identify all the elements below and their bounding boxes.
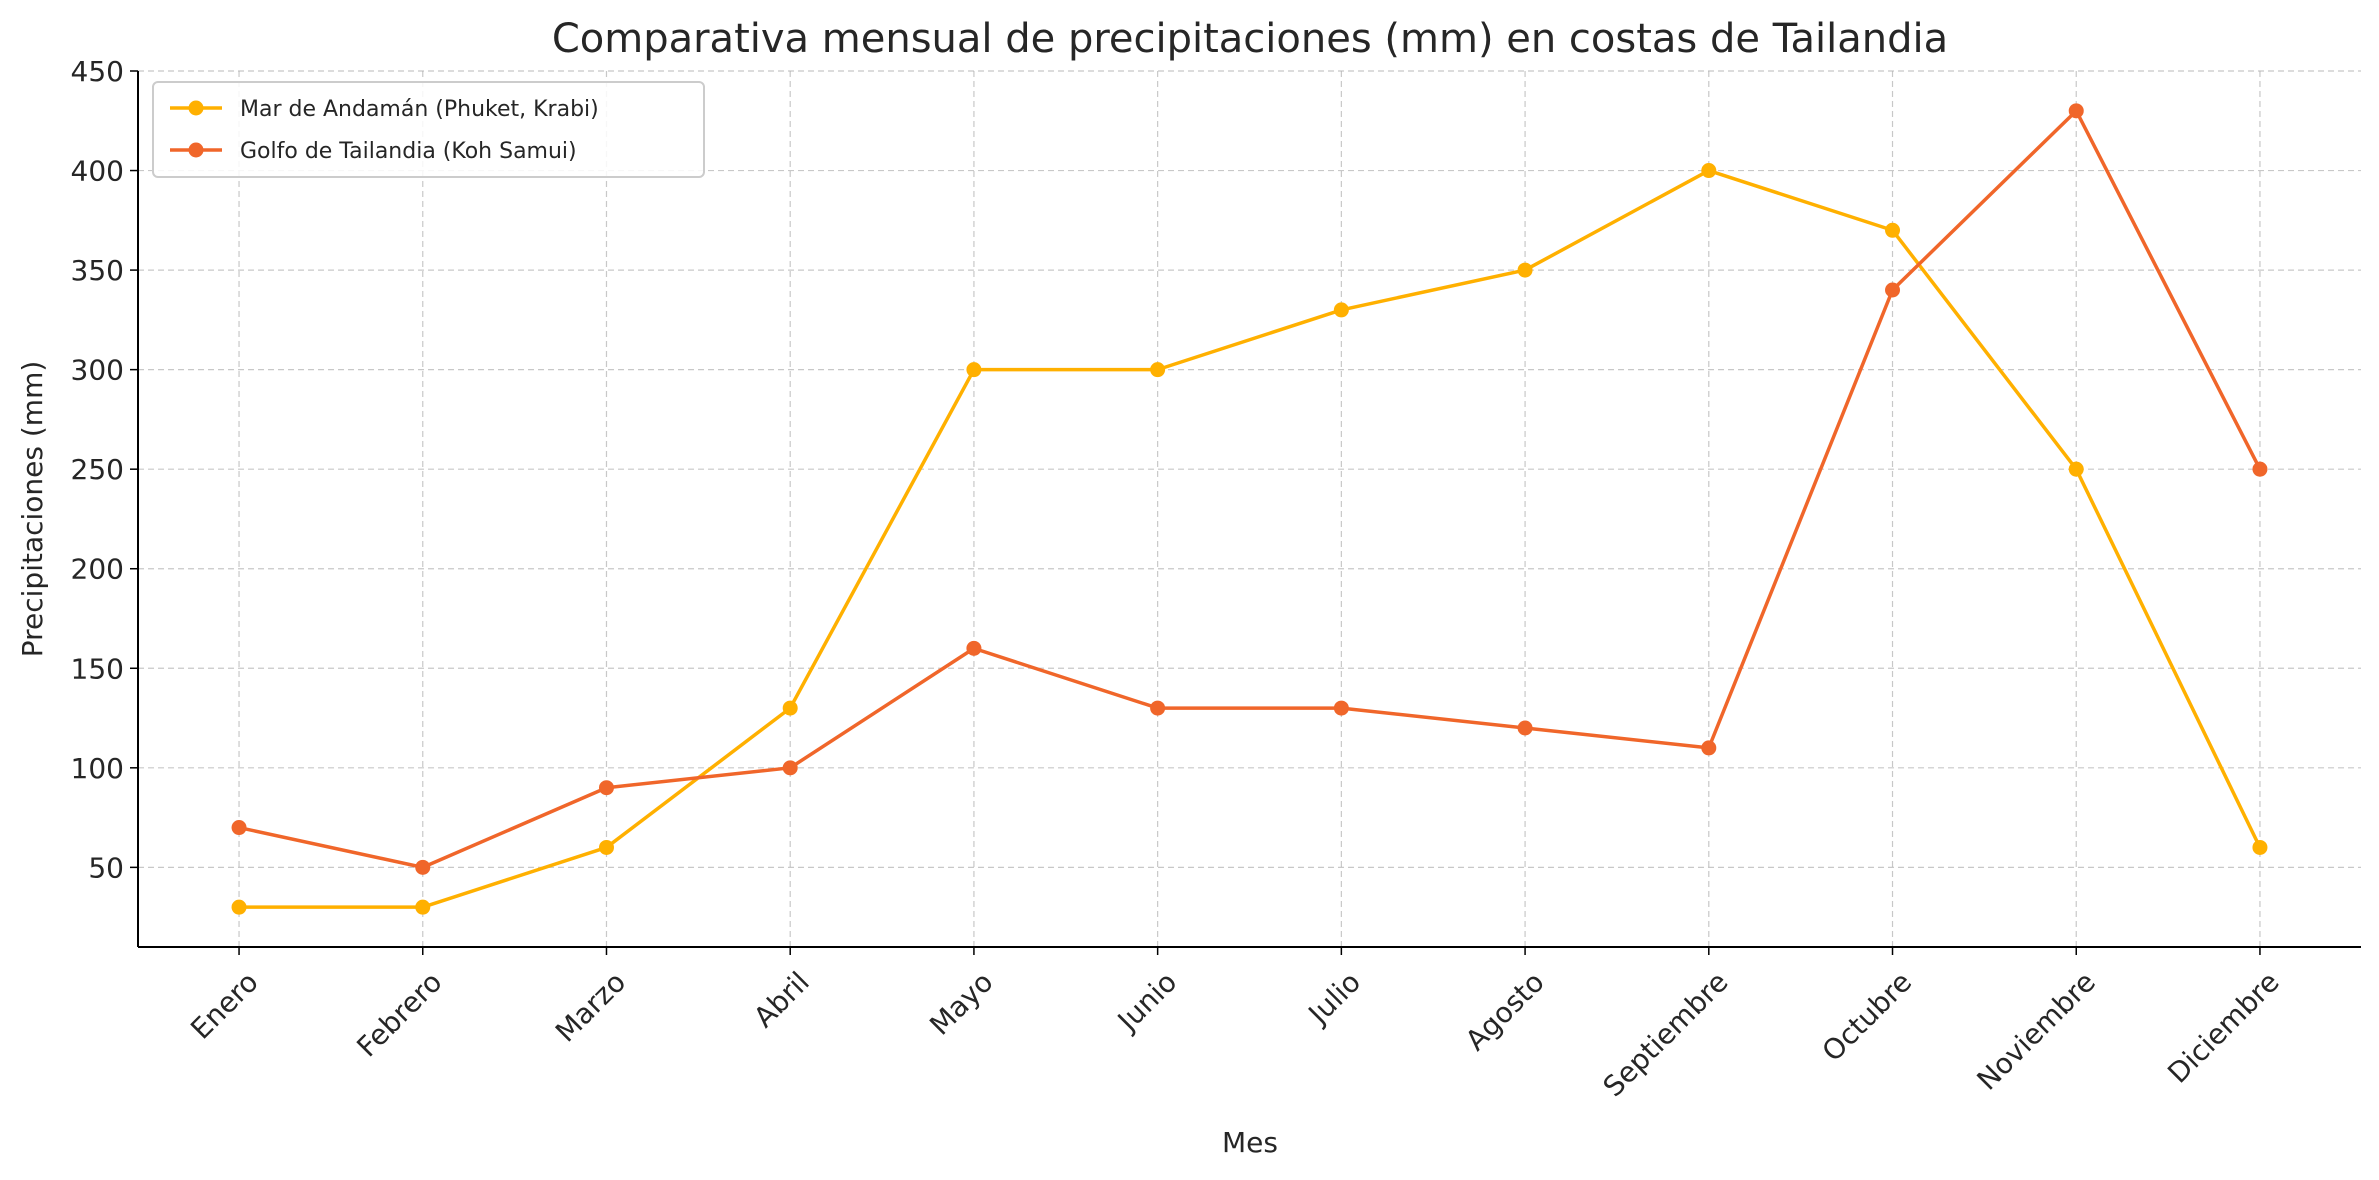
data-point-1 <box>1885 282 1901 298</box>
data-point-1 <box>2068 103 2084 119</box>
series-layer <box>231 103 2268 915</box>
x-tick-label: Junio <box>1110 965 1183 1038</box>
x-tick-label: Noviembre <box>1970 965 2101 1096</box>
data-point-0 <box>598 839 614 855</box>
axes: Enero Febrero Marzo Abril Mayo Junio Julio Agos… <box>71 55 2361 1103</box>
data-point-1 <box>1150 700 1166 716</box>
legend-marker-0 <box>188 100 204 116</box>
y-tick-label: 250 <box>71 453 124 486</box>
x-tick-label: Marzo <box>549 965 632 1048</box>
data-point-0 <box>782 700 798 716</box>
data-point-0 <box>2252 839 2268 855</box>
legend-box <box>152 81 705 178</box>
series-line-0 <box>239 168 2262 909</box>
legend-marker-1 <box>188 142 204 158</box>
grid <box>138 70 2361 947</box>
data-point-0 <box>1517 262 1533 278</box>
x-tick-label: Agosto <box>1459 965 1551 1057</box>
data-point-0 <box>415 899 431 915</box>
data-point-1 <box>1333 700 1349 716</box>
data-point-0 <box>1701 163 1717 179</box>
x-axis-label: Mes <box>1222 1126 1278 1159</box>
x-tick-label: Julio <box>1301 965 1367 1031</box>
y-tick-label: 50 <box>88 851 124 884</box>
y-tick-label: 450 <box>71 55 124 88</box>
y-tick-label: 400 <box>71 155 124 188</box>
x-tick-label: Septiembre <box>1597 965 1735 1103</box>
data-point-0 <box>1150 362 1166 378</box>
data-point-1 <box>1517 720 1533 736</box>
y-tick-label: 150 <box>71 652 124 685</box>
data-point-0 <box>966 362 982 378</box>
x-tick-label: Mayo <box>923 965 999 1041</box>
legend-label-1: Golfo de Tailandia (Koh Samui) <box>240 139 577 164</box>
data-point-0 <box>2068 461 2084 477</box>
y-tick-label: 100 <box>71 752 124 785</box>
data-point-0 <box>231 899 247 915</box>
legend-label-0: Mar de Andamán (Phuket, Krabi) <box>240 97 599 122</box>
y-tick-label: 300 <box>71 354 124 387</box>
data-point-1 <box>598 780 614 796</box>
x-tick-label: Abril <box>747 965 816 1034</box>
data-point-0 <box>1885 222 1901 238</box>
x-tick-label: Diciembre <box>2161 965 2285 1089</box>
data-point-1 <box>1701 740 1717 756</box>
data-point-1 <box>2252 461 2268 477</box>
legend: Mar de Andamán (Phuket, Krabi) Golfo de … <box>152 81 705 178</box>
y-tick-label: 200 <box>71 553 124 586</box>
x-tick-label: Enero <box>184 965 264 1045</box>
y-axis-label: Precipitaciones (mm) <box>16 361 49 658</box>
series-line-1 <box>238 109 2262 870</box>
y-tick-label: 350 <box>71 254 124 287</box>
data-point-1 <box>966 640 982 656</box>
data-point-1 <box>782 760 798 776</box>
x-tick-label: Octubre <box>1816 965 1919 1068</box>
data-point-1 <box>231 820 247 836</box>
x-tick-label: Febrero <box>350 965 448 1063</box>
data-point-0 <box>1333 302 1349 318</box>
chart-title: Comparativa mensual de precipitaciones (… <box>552 16 1948 62</box>
data-point-1 <box>415 859 431 875</box>
